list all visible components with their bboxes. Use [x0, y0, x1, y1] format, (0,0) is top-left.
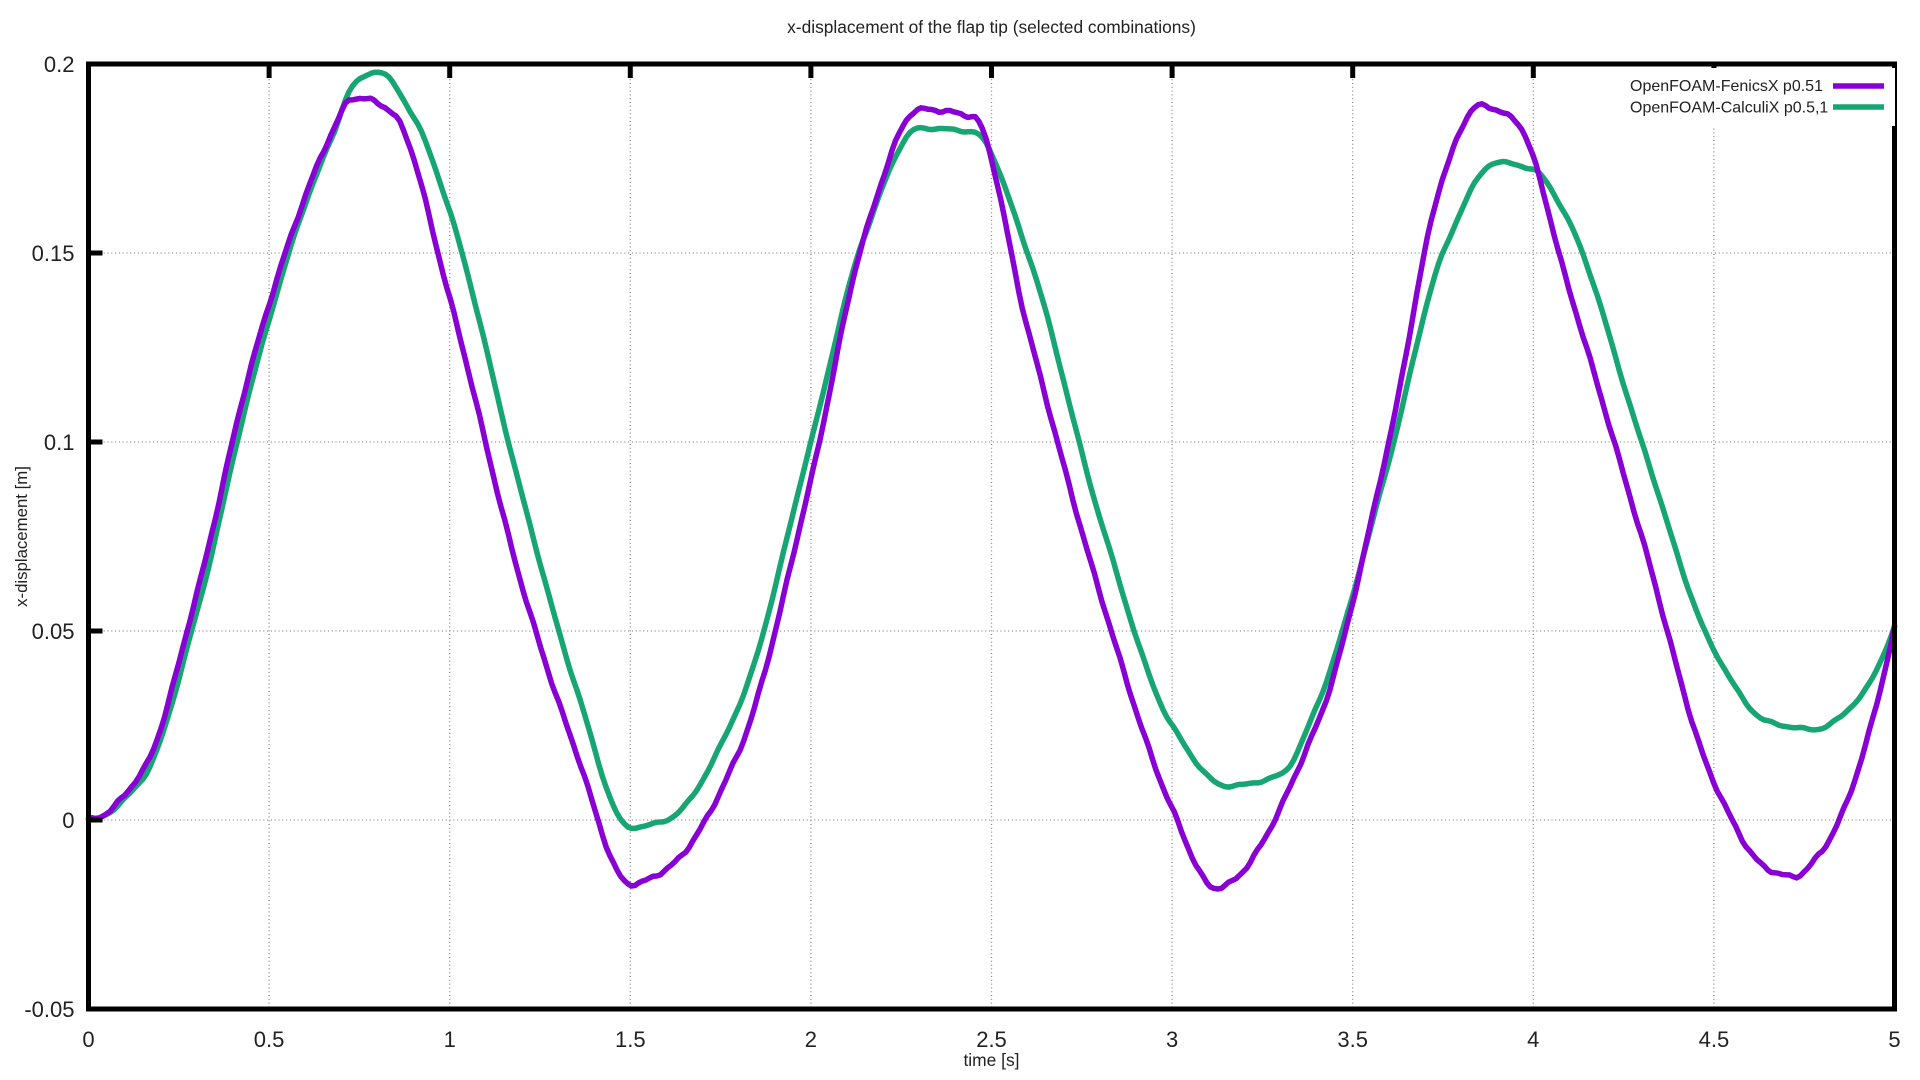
- svg-text:3.5: 3.5: [1337, 1027, 1368, 1052]
- svg-text:0.1: 0.1: [44, 430, 75, 455]
- svg-text:2.5: 2.5: [976, 1027, 1007, 1052]
- svg-text:0.5: 0.5: [254, 1027, 285, 1052]
- svg-text:time [s]: time [s]: [963, 1050, 1019, 1070]
- svg-text:-0.05: -0.05: [24, 997, 74, 1022]
- svg-text:3: 3: [1166, 1027, 1178, 1052]
- svg-text:0: 0: [82, 1027, 94, 1052]
- svg-text:1.5: 1.5: [615, 1027, 646, 1052]
- svg-text:4.5: 4.5: [1699, 1027, 1730, 1052]
- svg-text:2: 2: [805, 1027, 817, 1052]
- svg-text:0.2: 0.2: [44, 52, 75, 77]
- svg-text:1: 1: [444, 1027, 456, 1052]
- svg-text:x-displacement of the flap tip: x-displacement of the flap tip (selected…: [787, 17, 1196, 37]
- svg-text:0.05: 0.05: [32, 619, 75, 644]
- svg-text:5: 5: [1888, 1027, 1900, 1052]
- svg-text:OpenFOAM-CalculiX p0.5,1: OpenFOAM-CalculiX p0.5,1: [1630, 100, 1828, 117]
- svg-text:x-displacement [m]: x-displacement [m]: [12, 466, 31, 607]
- svg-text:0: 0: [62, 808, 74, 833]
- svg-text:OpenFOAM-FenicsX p0.51: OpenFOAM-FenicsX p0.51: [1630, 78, 1823, 95]
- svg-text:4: 4: [1527, 1027, 1539, 1052]
- svg-text:0.15: 0.15: [32, 241, 75, 266]
